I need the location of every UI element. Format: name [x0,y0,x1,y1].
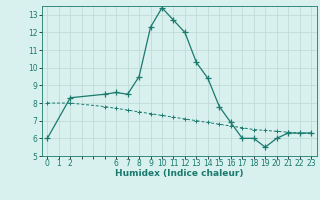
X-axis label: Humidex (Indice chaleur): Humidex (Indice chaleur) [115,169,244,178]
